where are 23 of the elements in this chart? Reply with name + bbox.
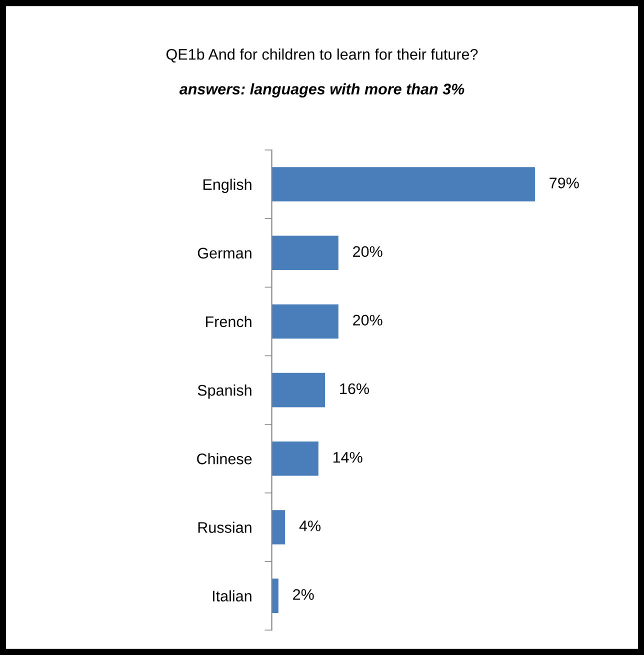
- data-label: 16%: [340, 383, 369, 394]
- y-tick-label: German: [198, 248, 252, 259]
- bar: [272, 372, 326, 408]
- y-tick-label: Spanish: [198, 384, 252, 399]
- bar: [272, 441, 318, 476]
- bar: [272, 167, 535, 202]
- bar: [272, 510, 286, 544]
- data-label: 20%: [353, 314, 382, 326]
- data-label: 2%: [293, 589, 314, 600]
- data-label: 4%: [299, 520, 321, 532]
- y-tick-label: French: [206, 316, 252, 328]
- data-label: 14%: [333, 452, 362, 463]
- y-tick-label: Russian: [198, 522, 252, 533]
- bar: [272, 578, 278, 613]
- data-label: 20%: [353, 246, 382, 257]
- bar: [272, 236, 338, 270]
- bar: [272, 304, 338, 339]
- chart-subtitle: answers: languages with more than 3%: [179, 83, 464, 98]
- chart-title: QE1b And for children to learn for their future?: [166, 48, 478, 63]
- y-tick-label: English: [203, 178, 252, 193]
- y-tick-label: Chinese: [197, 453, 252, 464]
- data-label: 79%: [550, 178, 579, 188]
- y-tick-label: Italian: [212, 590, 252, 602]
